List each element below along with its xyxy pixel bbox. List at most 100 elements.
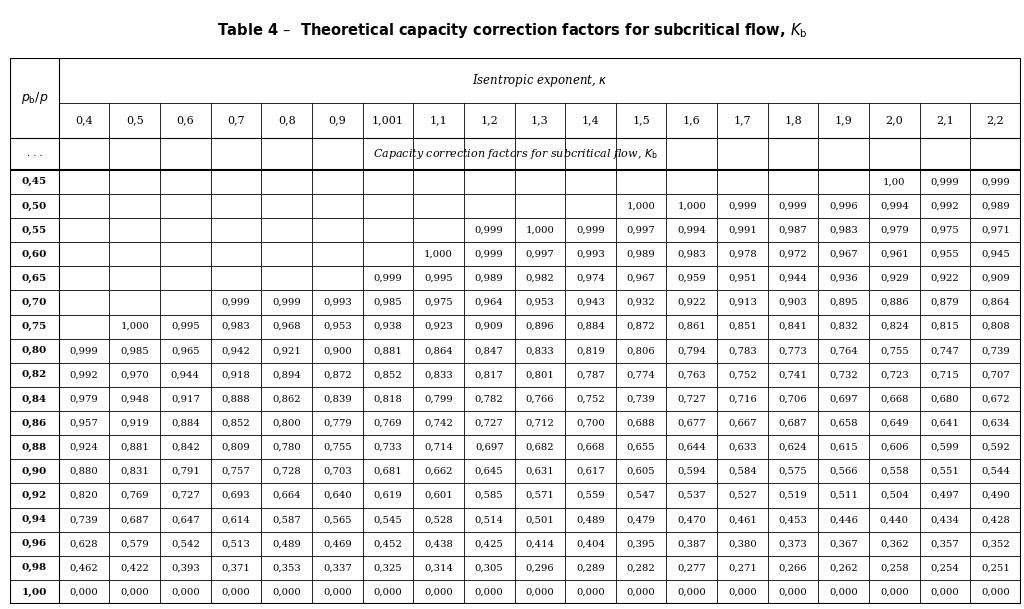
Text: 0,763: 0,763: [678, 370, 707, 379]
Text: 0,999: 0,999: [577, 226, 605, 234]
Text: 0,999: 0,999: [475, 250, 504, 259]
Text: 0,414: 0,414: [525, 540, 554, 548]
Text: 0,766: 0,766: [525, 395, 554, 404]
Text: 0,367: 0,367: [829, 540, 858, 548]
Text: 0,266: 0,266: [779, 563, 807, 572]
Text: 0,404: 0,404: [575, 540, 605, 548]
Text: 0,757: 0,757: [221, 467, 251, 476]
Text: 0,352: 0,352: [981, 540, 1010, 548]
Text: 0,655: 0,655: [627, 443, 655, 452]
Text: 0,664: 0,664: [272, 491, 301, 500]
Text: 0,787: 0,787: [577, 370, 605, 379]
Text: 2,2: 2,2: [987, 115, 1005, 125]
Text: 0,979: 0,979: [70, 395, 98, 404]
Text: 0,961: 0,961: [880, 250, 908, 259]
Text: 0,527: 0,527: [728, 491, 757, 500]
Text: 0,992: 0,992: [70, 370, 98, 379]
Text: 0,000: 0,000: [728, 588, 757, 597]
Text: 0,936: 0,936: [829, 274, 858, 283]
Text: 0,688: 0,688: [627, 418, 655, 428]
Text: 1,000: 1,000: [677, 202, 707, 211]
Text: 0,747: 0,747: [931, 347, 959, 355]
Text: 0,461: 0,461: [728, 515, 757, 524]
Text: 0,944: 0,944: [171, 370, 200, 379]
Text: 0,440: 0,440: [880, 515, 909, 524]
Text: 0,999: 0,999: [70, 347, 98, 355]
Text: 0,371: 0,371: [221, 563, 251, 572]
Text: 0,909: 0,909: [475, 322, 504, 331]
Text: 0,974: 0,974: [577, 274, 605, 283]
Text: 0,818: 0,818: [374, 395, 402, 404]
Text: 0,542: 0,542: [171, 540, 200, 548]
Text: 0,774: 0,774: [627, 370, 655, 379]
Text: Capacity correction factors for subcritical flow, $K_\mathrm{b}$: Capacity correction factors for subcriti…: [373, 147, 658, 161]
Text: 0,997: 0,997: [525, 250, 554, 259]
Text: 0,668: 0,668: [880, 395, 908, 404]
Text: 0,872: 0,872: [323, 370, 351, 379]
Text: Isentropic exponent, $\kappa$: Isentropic exponent, $\kappa$: [472, 72, 607, 89]
Text: 0,544: 0,544: [981, 467, 1010, 476]
Text: 0,987: 0,987: [778, 226, 807, 234]
Text: 0,428: 0,428: [981, 515, 1010, 524]
Text: 1,00: 1,00: [883, 177, 905, 186]
Text: 0,755: 0,755: [323, 443, 351, 452]
Text: 0,864: 0,864: [424, 347, 453, 355]
Text: 0,362: 0,362: [880, 540, 908, 548]
Text: 0,975: 0,975: [931, 226, 959, 234]
Text: 0,993: 0,993: [323, 298, 351, 307]
Text: 0,741: 0,741: [778, 370, 808, 379]
Text: 0,000: 0,000: [829, 588, 858, 597]
Text: 0,923: 0,923: [424, 322, 453, 331]
Text: 0,98: 0,98: [22, 563, 47, 572]
Text: 1,9: 1,9: [835, 115, 853, 125]
Text: 0,739: 0,739: [627, 395, 655, 404]
Text: 0,780: 0,780: [272, 443, 301, 452]
Text: 0,438: 0,438: [424, 540, 453, 548]
Text: 0,938: 0,938: [374, 322, 402, 331]
Text: 0,000: 0,000: [221, 588, 251, 597]
Text: 0,999: 0,999: [475, 226, 504, 234]
Text: 0,999: 0,999: [728, 202, 757, 211]
Text: 0,677: 0,677: [678, 418, 707, 428]
Text: 0,490: 0,490: [981, 491, 1010, 500]
Text: 0,782: 0,782: [475, 395, 504, 404]
Text: 0,619: 0,619: [374, 491, 402, 500]
Text: 0,989: 0,989: [475, 274, 504, 283]
Text: 0,852: 0,852: [221, 418, 251, 428]
Text: 0,254: 0,254: [931, 563, 959, 572]
Text: 0,924: 0,924: [70, 443, 98, 452]
Text: 0,943: 0,943: [577, 298, 605, 307]
Text: 0,888: 0,888: [221, 395, 251, 404]
Text: 0,909: 0,909: [981, 274, 1010, 283]
Text: 0,469: 0,469: [323, 540, 351, 548]
Text: 0,983: 0,983: [678, 250, 707, 259]
Text: 0,90: 0,90: [22, 467, 47, 476]
Text: 0,519: 0,519: [778, 491, 808, 500]
Text: 0,000: 0,000: [778, 588, 807, 597]
Text: 0,693: 0,693: [221, 491, 250, 500]
Text: 0,965: 0,965: [171, 347, 200, 355]
Text: 0,881: 0,881: [120, 443, 150, 452]
Text: 0,985: 0,985: [121, 347, 150, 355]
Text: 0,4: 0,4: [75, 115, 93, 125]
Text: 0,975: 0,975: [424, 298, 453, 307]
Text: 0,551: 0,551: [931, 467, 959, 476]
Text: 0,999: 0,999: [981, 177, 1010, 186]
Text: 0,514: 0,514: [475, 515, 504, 524]
Text: 0,706: 0,706: [778, 395, 807, 404]
Text: 0,606: 0,606: [880, 443, 908, 452]
Text: 2,1: 2,1: [936, 115, 953, 125]
Text: 0,337: 0,337: [323, 563, 351, 572]
Text: 0,000: 0,000: [880, 588, 908, 597]
Text: 0,886: 0,886: [880, 298, 908, 307]
Text: 0,839: 0,839: [323, 395, 351, 404]
Text: 0,667: 0,667: [728, 418, 757, 428]
Text: 1,000: 1,000: [120, 322, 150, 331]
Text: 0,000: 0,000: [70, 588, 98, 597]
Text: 1,1: 1,1: [430, 115, 447, 125]
Text: 0,7: 0,7: [227, 115, 245, 125]
Text: 0,697: 0,697: [829, 395, 858, 404]
Text: 0,716: 0,716: [728, 395, 757, 404]
Text: 0,983: 0,983: [221, 322, 251, 331]
Text: 0,884: 0,884: [171, 418, 200, 428]
